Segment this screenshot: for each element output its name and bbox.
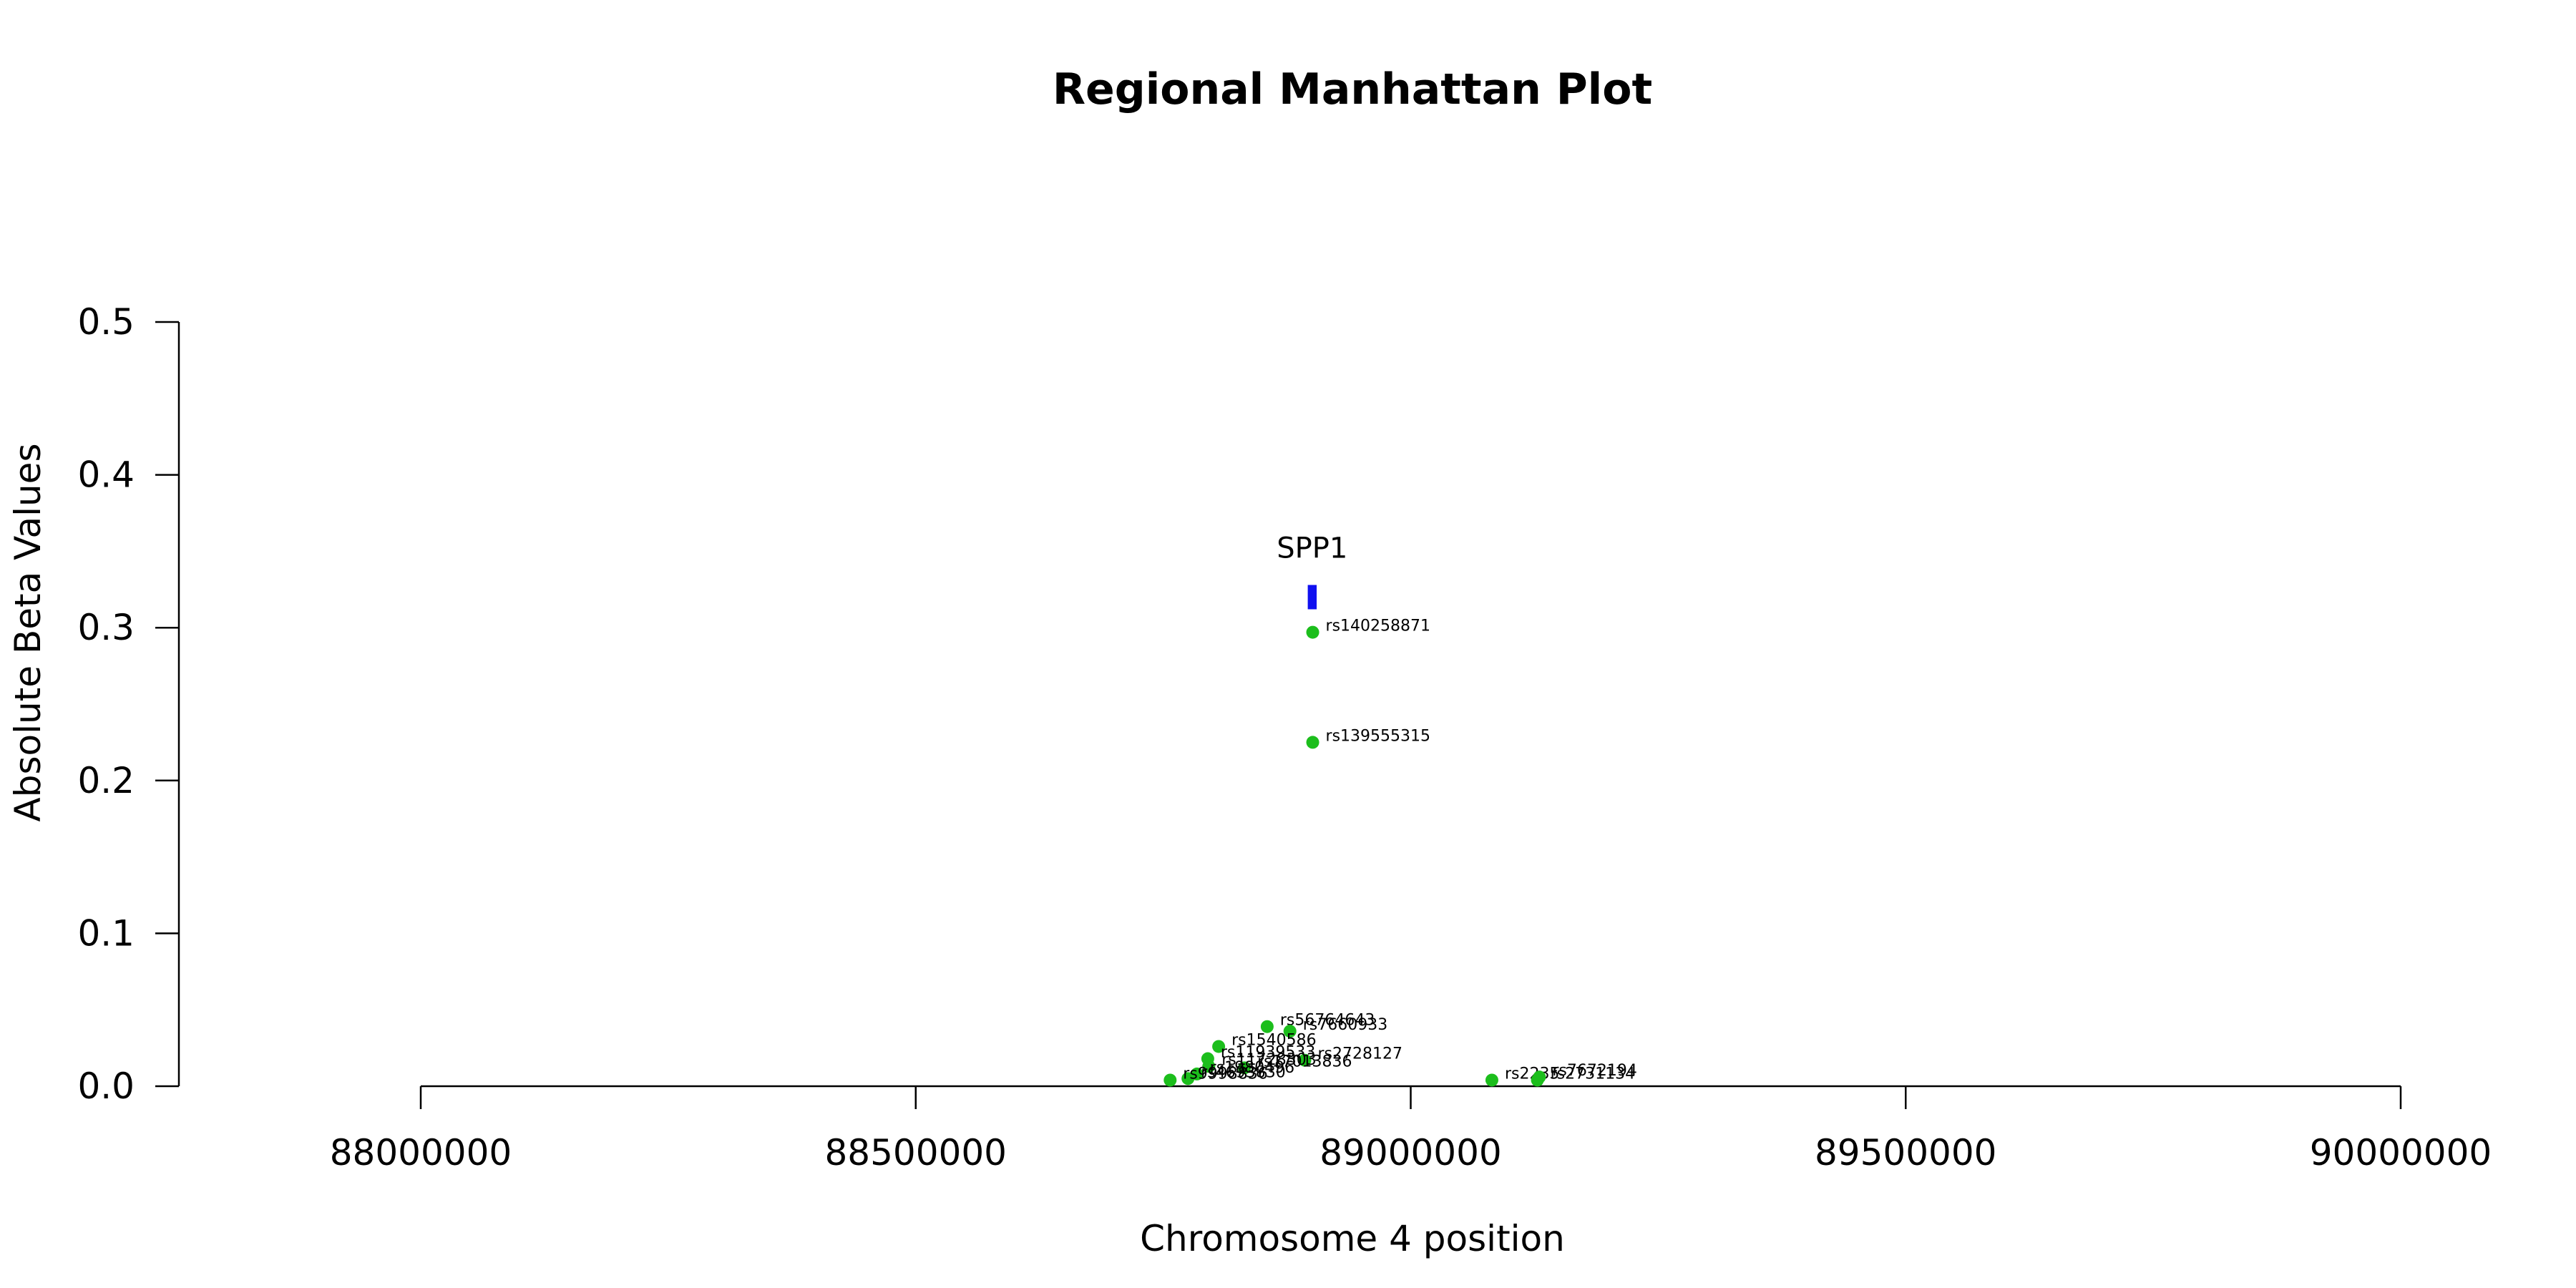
y-tick-label: 0.5 bbox=[77, 301, 135, 343]
snp-label: rs56764643 bbox=[1280, 1012, 1375, 1030]
x-axis-label: Chromosome 4 position bbox=[1140, 1218, 1565, 1259]
chart-title: Regional Manhattan Plot bbox=[1053, 64, 1652, 114]
snp-point bbox=[1283, 1025, 1297, 1038]
gene-label: SPP1 bbox=[1277, 532, 1347, 565]
snp-label: rs7672194 bbox=[1552, 1062, 1637, 1080]
x-tick-label: 89000000 bbox=[1319, 1132, 1502, 1174]
snp-label: rs11728303 bbox=[1221, 1051, 1316, 1069]
snp-point bbox=[1306, 736, 1319, 749]
y-tick-label: 0.0 bbox=[77, 1065, 135, 1107]
snp-point bbox=[1298, 1053, 1312, 1067]
snp-point bbox=[1485, 1073, 1498, 1087]
snp-label: rs140258871 bbox=[1326, 618, 1430, 635]
snp-label: rs2731134 bbox=[1551, 1065, 1636, 1083]
snp-points: rs140258871 rs139555315 rs56764643rs766093… bbox=[1163, 618, 1637, 1087]
snp-point bbox=[1238, 1061, 1252, 1075]
snp-label: rs1980496 bbox=[1210, 1059, 1295, 1077]
snp-point bbox=[1202, 1060, 1216, 1073]
y-axis: 0.0 0.1 0.2 0.3 0.4 0.5 bbox=[77, 301, 180, 1107]
snp-point bbox=[1163, 1073, 1177, 1087]
snp-point bbox=[1260, 1020, 1274, 1033]
x-tick-label: 89500000 bbox=[1815, 1132, 1997, 1174]
y-axis-label: Absolute Beta Values bbox=[7, 444, 49, 822]
snp-label: rs1540586 bbox=[1231, 1031, 1317, 1049]
gene-bar bbox=[1307, 585, 1317, 610]
x-tick-label: 88500000 bbox=[825, 1132, 1008, 1174]
snp-point bbox=[1306, 625, 1319, 639]
y-tick-label: 0.1 bbox=[77, 912, 135, 954]
snp-point bbox=[1533, 1070, 1546, 1084]
y-tick-label: 0.2 bbox=[77, 760, 135, 801]
snp-point bbox=[1181, 1072, 1195, 1085]
x-tick-label: 90000000 bbox=[2310, 1132, 2492, 1174]
snp-label: rs17013836 bbox=[1257, 1053, 1352, 1070]
x-tick-label: 88000000 bbox=[330, 1132, 512, 1174]
snp-label: rs7660933 bbox=[1303, 1016, 1388, 1034]
snp-label: rs9998836 bbox=[1183, 1065, 1268, 1083]
snp-label: rs4693830 bbox=[1201, 1063, 1286, 1081]
snp-label: rs2728127 bbox=[1317, 1045, 1402, 1063]
x-axis: 88000000 88500000 89000000 89500000 90000000 bbox=[330, 1085, 2492, 1174]
y-tick-label: 0.3 bbox=[77, 607, 135, 648]
snp-point bbox=[1212, 1040, 1226, 1053]
y-tick-label: 0.4 bbox=[77, 454, 135, 496]
gene-track: SPP1 bbox=[1277, 532, 1347, 610]
snp-label: rs139555315 bbox=[1326, 727, 1430, 745]
